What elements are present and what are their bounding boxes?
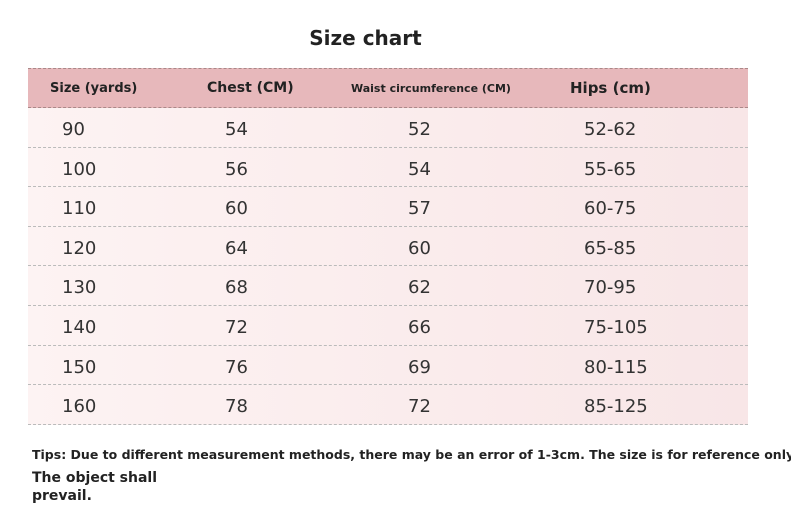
table-cell: 78 bbox=[225, 396, 248, 418]
table-cell: 60 bbox=[225, 198, 248, 220]
table-cell: 90 bbox=[62, 119, 85, 140]
table-cell: 69 bbox=[408, 356, 431, 378]
table-cell: 72 bbox=[408, 396, 431, 418]
table-cell: 72 bbox=[225, 317, 248, 338]
table-row: 140 72 66 75-105 bbox=[28, 306, 748, 346]
table-cell: 55-65 bbox=[584, 158, 637, 180]
table-row: 110 60 57 60-75 bbox=[28, 187, 748, 227]
table-cell: 60-75 bbox=[584, 198, 637, 220]
table-cell: 80-115 bbox=[584, 356, 648, 378]
table-cell: 70-95 bbox=[584, 277, 637, 299]
table-cell: 130 bbox=[62, 277, 97, 299]
table-cell: 54 bbox=[408, 158, 431, 180]
table-cell: 65-85 bbox=[584, 237, 637, 259]
table-row: 120 64 60 65-85 bbox=[28, 226, 748, 267]
table-cell: 52 bbox=[408, 119, 431, 140]
column-header: Waist circumference (CM) bbox=[351, 82, 511, 95]
table-cell: 54 bbox=[225, 119, 248, 140]
table-cell: 150 bbox=[62, 356, 97, 378]
table-cell: 76 bbox=[225, 356, 248, 378]
table-cell: 64 bbox=[225, 237, 248, 259]
table-cell: 52-62 bbox=[584, 119, 637, 140]
size-table: Size (yards) Chest (CM) Waist circumferenc… bbox=[28, 68, 748, 425]
column-header: Hips (cm) bbox=[570, 79, 651, 97]
table-cell: 110 bbox=[62, 198, 97, 220]
table-cell: 160 bbox=[62, 396, 97, 418]
prevail-note: The object shall prevail. bbox=[32, 470, 158, 504]
column-header: Size (yards) bbox=[50, 81, 138, 96]
table-row: 160 78 72 85-125 bbox=[28, 385, 748, 425]
table-cell: 60 bbox=[408, 237, 431, 259]
table-row: 150 76 69 80-115 bbox=[28, 345, 748, 386]
table-cell: 66 bbox=[408, 317, 431, 338]
table-cell: 56 bbox=[225, 158, 248, 180]
table-header: Size (yards) Chest (CM) Waist circumferenc… bbox=[28, 68, 748, 108]
table-cell: 62 bbox=[408, 277, 431, 299]
table-row: 130 68 62 70-95 bbox=[28, 266, 748, 306]
table-cell: 120 bbox=[62, 237, 97, 259]
table-cell: 75-105 bbox=[584, 317, 648, 338]
table-cell: 57 bbox=[408, 198, 431, 220]
column-header: Chest (CM) bbox=[207, 80, 294, 96]
tips: Tips: Due to different measurement metho… bbox=[32, 447, 791, 462]
table-cell: 85-125 bbox=[584, 396, 648, 418]
table-row: 100 56 54 55-65 bbox=[28, 147, 748, 188]
table-cell: 100 bbox=[62, 158, 97, 180]
table-cell: 140 bbox=[62, 317, 97, 338]
table-cell: 68 bbox=[225, 277, 248, 299]
title: Size chart bbox=[309, 26, 422, 50]
table-row: 90 54 52 52-62 bbox=[28, 108, 748, 148]
